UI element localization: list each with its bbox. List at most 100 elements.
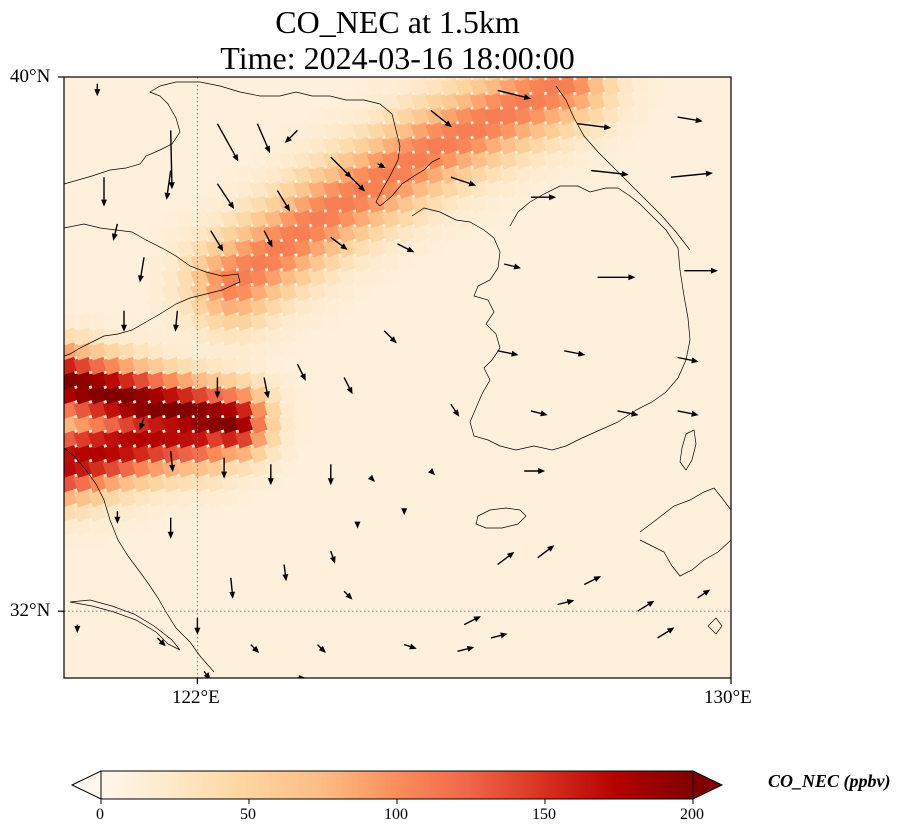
wind-arrow-head [547, 545, 555, 552]
coastline-shandong [64, 223, 241, 357]
wind-arrow-shaft [463, 617, 477, 626]
wind-arrow [297, 675, 306, 678]
wind-arrow-head [329, 556, 336, 564]
field-cell [44, 399, 64, 419]
field-cell [44, 502, 64, 522]
field-cell [44, 341, 64, 361]
field-cell [44, 429, 64, 449]
wind-arrow [263, 377, 270, 399]
wind-arrow-head [367, 474, 375, 482]
coastline-korea-west [411, 185, 691, 451]
colorbar-tick-label-0: 0 [96, 806, 104, 823]
map-title-line2: Time: 2024-03-16 18:00:00 [220, 40, 575, 76]
wind-arrow [377, 162, 386, 168]
wind-arrow-shaft [140, 257, 145, 278]
wind-arrow [430, 109, 452, 128]
field-cell [470, 47, 490, 67]
wind-arrow-shaft [504, 263, 517, 268]
wind-arrow [316, 644, 326, 653]
wind-arrow-shaft [383, 330, 394, 341]
wind-arrow [450, 403, 460, 417]
field-cell [44, 458, 64, 478]
field-cell [44, 355, 64, 375]
coastline-kyushu [639, 487, 731, 577]
field-cell [514, 47, 534, 67]
field-cell [455, 47, 475, 67]
wind-arrow [250, 644, 260, 653]
wind-arrow-head [139, 422, 145, 431]
wind-arrow-head [217, 244, 224, 252]
wind-arrow-shaft [166, 170, 172, 195]
wind-arrow-head [523, 94, 532, 100]
wind-arrow-shaft [343, 170, 363, 189]
wind-arrow-head [702, 589, 711, 596]
field-cell [44, 311, 64, 331]
wind-arrow [276, 190, 290, 212]
wind-arrow-head [167, 531, 174, 539]
wind-arrow [263, 230, 273, 248]
wind-arrow-head [346, 386, 353, 395]
wind-arrow-shaft [457, 647, 470, 652]
wind-arrow [397, 243, 415, 253]
wind-vector-layer [74, 83, 718, 692]
gridlines [64, 77, 731, 678]
wind-arrow [530, 410, 548, 417]
wind-arrow [490, 632, 508, 639]
lat-label-32: 32°N [10, 600, 51, 621]
wind-arrow [457, 645, 475, 652]
wind-arrow-shaft [497, 554, 511, 566]
wind-arrow-head [173, 324, 179, 332]
wind-arrow-head [169, 464, 176, 472]
wind-arrow-head [232, 154, 239, 162]
wind-arrow-shaft [397, 243, 411, 251]
wind-arrow-head [511, 350, 519, 357]
field-cell [44, 385, 64, 405]
wind-arrow [111, 223, 119, 241]
wind-arrow-shaft [230, 577, 234, 594]
field-cell [572, 47, 592, 67]
wind-arrow-shaft [450, 176, 472, 185]
wind-arrow-head [168, 182, 175, 190]
wind-arrow-head [345, 592, 353, 600]
wind-arrow-shaft [583, 577, 597, 586]
wind-arrow-head [663, 683, 671, 689]
wind-arrow-head [406, 246, 415, 253]
map-frame [63, 76, 732, 679]
wind-arrow-head [158, 639, 166, 647]
wind-arrow-shaft [637, 602, 651, 612]
wind-arrow [256, 123, 270, 154]
wind-arrow [670, 170, 713, 178]
wind-arrow-head [401, 508, 408, 516]
wind-arrow-head [358, 184, 366, 192]
wind-arrow-head [513, 263, 521, 270]
wind-arrow [537, 545, 555, 559]
wind-arrow-head [566, 599, 575, 605]
wind-arrow [497, 89, 532, 100]
wind-arrow-head [695, 117, 703, 124]
wind-arrow [210, 230, 224, 252]
axis-ticks [58, 76, 732, 684]
wind-arrow-head [229, 591, 236, 599]
wind-arrow-head [466, 645, 475, 652]
co-concentration-field [44, 47, 731, 678]
wind-arrow-head [389, 336, 397, 344]
field-cell [558, 47, 578, 67]
wind-arrow [343, 377, 353, 395]
wind-arrow-head [666, 627, 675, 634]
field-cell [616, 47, 636, 67]
wind-arrow-shaft [658, 686, 667, 692]
wind-arrow-shaft [657, 629, 671, 639]
wind-arrow-shaft [283, 564, 287, 577]
field-cell [278, 369, 299, 390]
wind-arrow-head [284, 136, 292, 143]
wind-arrow-shaft [330, 236, 345, 248]
wind-arrow-head [646, 600, 655, 607]
wind-arrow-shaft [263, 377, 268, 394]
wind-arrow-head [194, 627, 201, 635]
wind-arrow [343, 170, 366, 192]
wind-arrow [684, 267, 718, 274]
coastline-layer [64, 81, 731, 673]
colorbar-tick-label-50: 50 [240, 806, 256, 823]
field-cells [44, 47, 666, 552]
wind-arrow-head [378, 162, 386, 168]
